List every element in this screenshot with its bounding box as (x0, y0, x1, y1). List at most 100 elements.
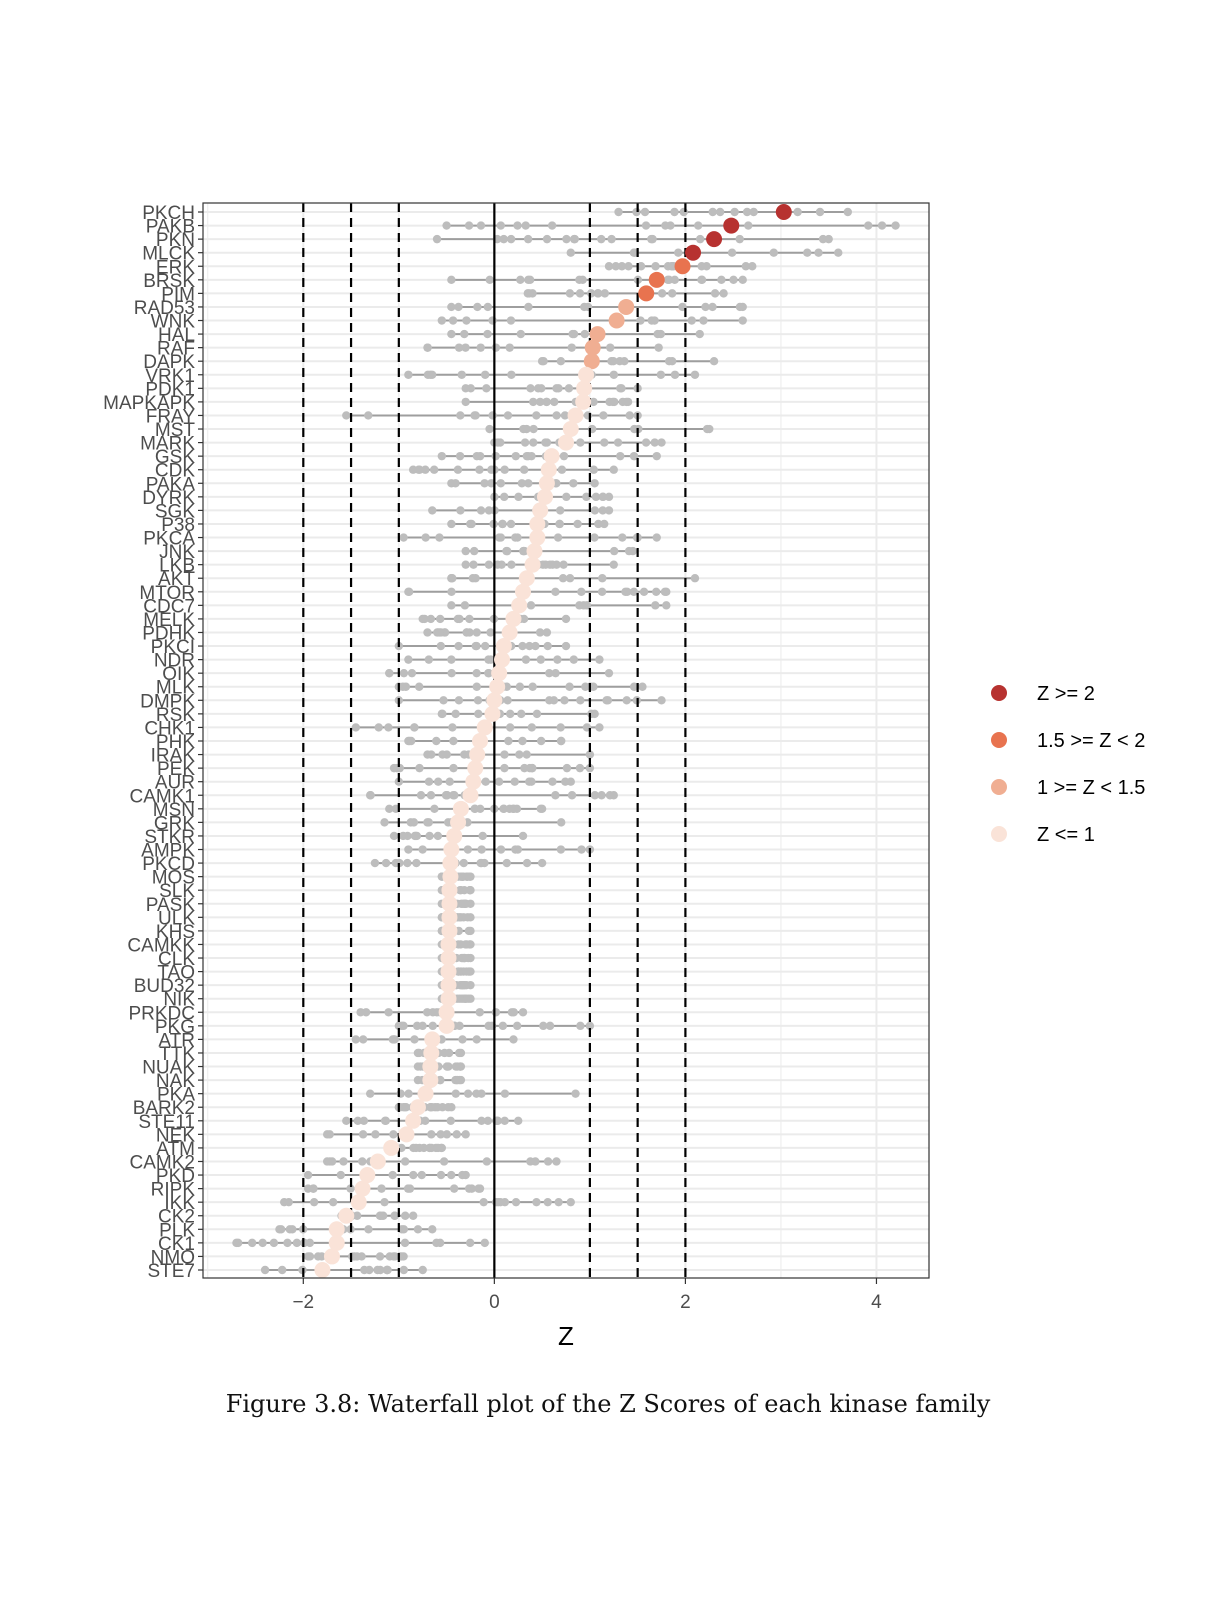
sample-dot (353, 1116, 363, 1125)
sample-dot (383, 1265, 392, 1275)
sample-dot (284, 1197, 293, 1207)
sample-dot (417, 1170, 426, 1180)
sample-dot (629, 451, 639, 461)
y-tick-label: MST (155, 420, 196, 441)
sample-dot (447, 601, 456, 610)
sample-dot (424, 655, 434, 664)
sample-dot (590, 479, 599, 488)
z-point (314, 1262, 331, 1278)
z-point (685, 244, 702, 261)
sample-dot (525, 275, 535, 285)
y-tick-label: GRK (154, 813, 196, 834)
sample-dot (496, 221, 506, 230)
sample-dot (389, 831, 399, 841)
sample-dot (364, 1225, 373, 1234)
sample-dot (580, 329, 589, 339)
sample-dot (522, 424, 531, 434)
sample-dot (427, 1130, 436, 1139)
sample-dot (472, 668, 481, 678)
sample-dot (729, 275, 738, 285)
y-tick-label: NDR (154, 651, 195, 672)
sample-dot (481, 777, 490, 786)
legend-label: Z >= 2 (1037, 683, 1095, 705)
sample-dot (447, 519, 456, 529)
sample-dot (499, 804, 508, 814)
sample-dot (456, 886, 466, 895)
sample-dot (493, 1116, 502, 1125)
sample-dot (708, 207, 717, 217)
sample-dot (400, 1238, 410, 1248)
sample-dot (462, 967, 471, 976)
sample-dot (455, 614, 464, 624)
z-point (440, 977, 457, 994)
z-point (450, 814, 467, 831)
sample-dot (451, 1062, 461, 1071)
y-tick-label: STKR (144, 827, 195, 848)
sample-dot (738, 316, 747, 325)
sample-dot (629, 587, 639, 596)
sample-dot (519, 465, 529, 474)
sample-dot (515, 682, 525, 691)
sample-dot (496, 438, 505, 447)
sample-dot (358, 1130, 368, 1139)
sample-dot (500, 492, 509, 502)
legend-marker (991, 685, 1007, 701)
sample-dot (607, 234, 616, 244)
sample-dot (380, 1197, 389, 1207)
sample-dot (554, 1197, 563, 1207)
sample-dot (598, 506, 607, 515)
z-point (501, 624, 518, 641)
sample-dot (652, 451, 661, 461)
sample-dot (536, 736, 546, 746)
sample-dot (519, 546, 528, 556)
sample-dot (446, 1116, 455, 1125)
sample-dot (474, 709, 483, 719)
figure-caption: Figure 3.8: Waterfall plot of the Z Scor… (225, 1390, 991, 1418)
z-point (350, 1194, 367, 1211)
sample-dot (695, 234, 705, 244)
sample-dot (328, 1197, 338, 1207)
sample-dot (604, 668, 614, 678)
sample-dot (526, 384, 535, 393)
z-points (314, 204, 792, 1278)
sample-dot (376, 1211, 386, 1220)
z-point (469, 746, 486, 763)
y-tick-label: NIK (163, 990, 195, 1011)
z-point (524, 556, 541, 573)
sample-dot (639, 587, 649, 596)
z-point (465, 773, 482, 790)
legend-marker (991, 826, 1007, 842)
sample-dot (404, 1089, 413, 1098)
sample-dot (412, 858, 421, 868)
sample-dot (615, 357, 624, 366)
sample-dot (553, 655, 562, 664)
sample-dot (610, 397, 619, 407)
sample-dot (604, 492, 614, 502)
sample-dot (480, 641, 490, 651)
z-point (489, 678, 506, 695)
sample-dot (390, 1252, 400, 1261)
sample-dot (510, 777, 519, 786)
y-tick-label: DAPK (143, 352, 195, 373)
sample-dot (421, 1116, 430, 1125)
sample-dot (585, 750, 595, 759)
sample-dot (399, 668, 409, 678)
y-tick-label: NEK (156, 1125, 195, 1146)
y-tick-label: ERK (156, 257, 195, 278)
sample-dot (385, 804, 394, 814)
sample-dot (459, 858, 468, 868)
sample-dot (496, 845, 506, 854)
y-tick-label: CAMKK (127, 935, 195, 956)
sample-dot (609, 465, 618, 474)
sample-dot (556, 357, 566, 366)
sample-dot (484, 655, 493, 664)
sample-dot (657, 438, 666, 447)
sample-dot (359, 1116, 369, 1125)
sample-dot (656, 329, 666, 339)
sample-dot (507, 560, 516, 569)
sample-dot (522, 858, 532, 868)
sample-dot (491, 1008, 501, 1017)
z-point (543, 448, 560, 465)
sample-dot (524, 479, 533, 488)
sample-dot (442, 1130, 452, 1139)
